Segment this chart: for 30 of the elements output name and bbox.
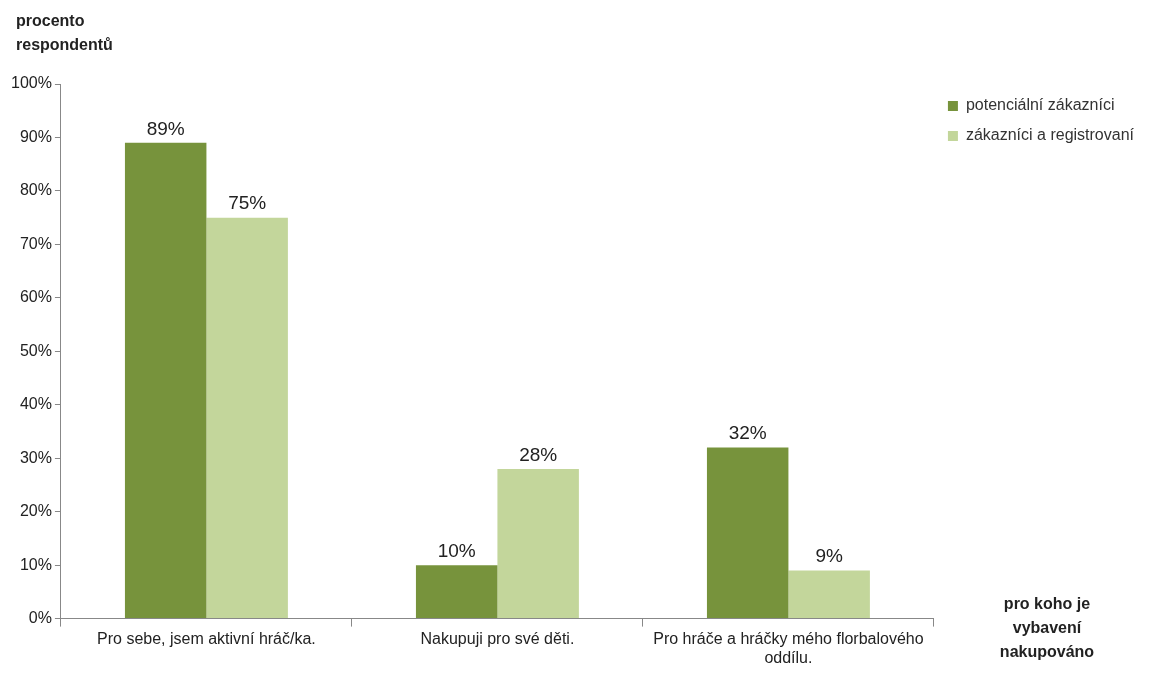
bar [788, 570, 870, 619]
y-tick-label: 20% [19, 502, 52, 520]
x-tick-label: Pro hráče a hráčky mého florbalového oddílu. [653, 629, 924, 666]
y-tick-label: 80% [19, 181, 52, 199]
bar [706, 447, 789, 619]
y-tick-label: 10% [19, 555, 52, 573]
legend-label: zákazníci a registrovaní [965, 126, 1135, 144]
data-label: 10% [437, 539, 476, 561]
y-tick-label: 90% [19, 127, 52, 145]
bar [124, 142, 207, 619]
y-tick-label: 50% [19, 341, 52, 359]
data-label: 75% [228, 192, 267, 214]
bar [206, 217, 288, 619]
y-tick-label: 0% [28, 609, 52, 627]
legend-label: potenciální zákazníci [965, 96, 1115, 114]
y-tick-label: 30% [19, 448, 52, 466]
data-label: 9% [815, 545, 843, 567]
y-axis-title: procento respondentů [16, 12, 113, 54]
y-tick-label: 70% [19, 234, 52, 252]
data-label: 28% [519, 443, 558, 465]
y-tick-label: 40% [19, 395, 52, 413]
bar [497, 468, 579, 619]
x-tick-label: Pro sebe, jsem aktivní hráč/ka. [97, 629, 316, 647]
x-axis-title: pro koho je vybavení nakupováno [999, 595, 1095, 661]
x-tick-label: Nakupuji pro své děti. [420, 629, 575, 647]
y-tick-label: 100% [11, 74, 52, 92]
data-label: 32% [728, 422, 767, 444]
bar [415, 565, 498, 619]
data-label: 89% [146, 117, 185, 139]
y-tick-label: 60% [19, 288, 52, 306]
